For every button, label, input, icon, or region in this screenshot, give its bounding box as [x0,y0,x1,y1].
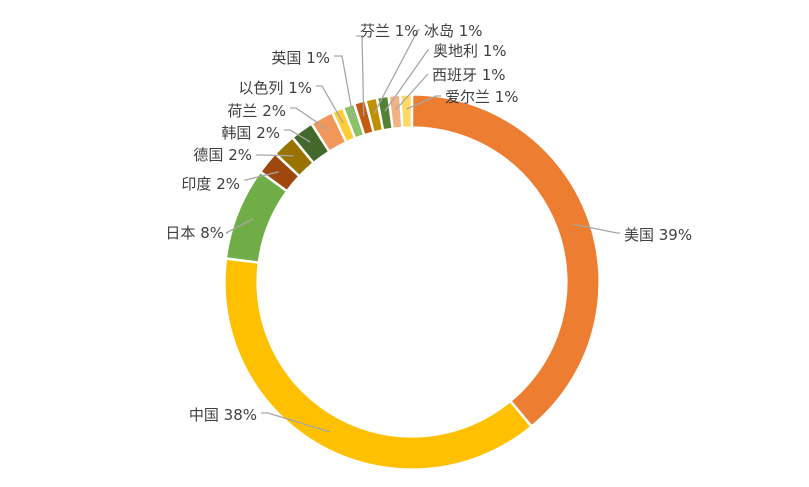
data-label: 英国 1% [271,49,330,67]
leader-line [261,412,330,433]
leader-line [356,35,365,116]
slice-4 [275,137,314,177]
slice-11 [376,95,393,131]
leader-line [284,129,311,143]
data-label: 美国 39% [624,226,692,244]
data-label: 芬兰 1% [360,22,419,40]
leader-line [256,154,294,157]
slice-8 [343,103,365,139]
data-label: 印度 2% [181,175,240,193]
slice-3 [260,153,300,192]
data-label: 爱尔兰 1% [445,88,519,106]
slice-1 [224,258,532,470]
data-label: 冰岛 1% [424,22,483,40]
labels-group: 美国 39% 中国 38% 日本 8% 印度 2% 德国 2% 韩国 2% 荷兰 2% 以色列… [165,22,692,424]
slice-5 [292,123,330,164]
leader-line [373,29,420,114]
data-label: 以色列 1% [238,79,312,97]
leader-line [244,171,279,181]
slice-10 [365,97,384,133]
data-label: 荷兰 2% [227,102,286,120]
slice-6 [311,112,347,152]
slice-0 [412,94,600,427]
data-label: 西班牙 1% [432,66,506,84]
slices-group [224,94,600,470]
leader-lines-group [225,29,620,433]
data-label: 中国 38% [189,406,257,424]
data-label: 韩国 2% [221,124,280,142]
data-label: 德国 2% [193,146,252,164]
leader-line [572,223,620,234]
leader-line [406,95,441,110]
data-label: 日本 8% [165,224,224,242]
leader-line [225,218,254,234]
slice-12 [388,94,403,129]
slice-9 [354,100,374,136]
leader-line [316,85,344,124]
leader-line [334,55,355,120]
leader-line [384,49,429,112]
leader-line [290,107,330,131]
data-label: 奥地利 1% [433,42,507,60]
slice-13 [400,94,412,128]
leader-line [395,73,429,111]
